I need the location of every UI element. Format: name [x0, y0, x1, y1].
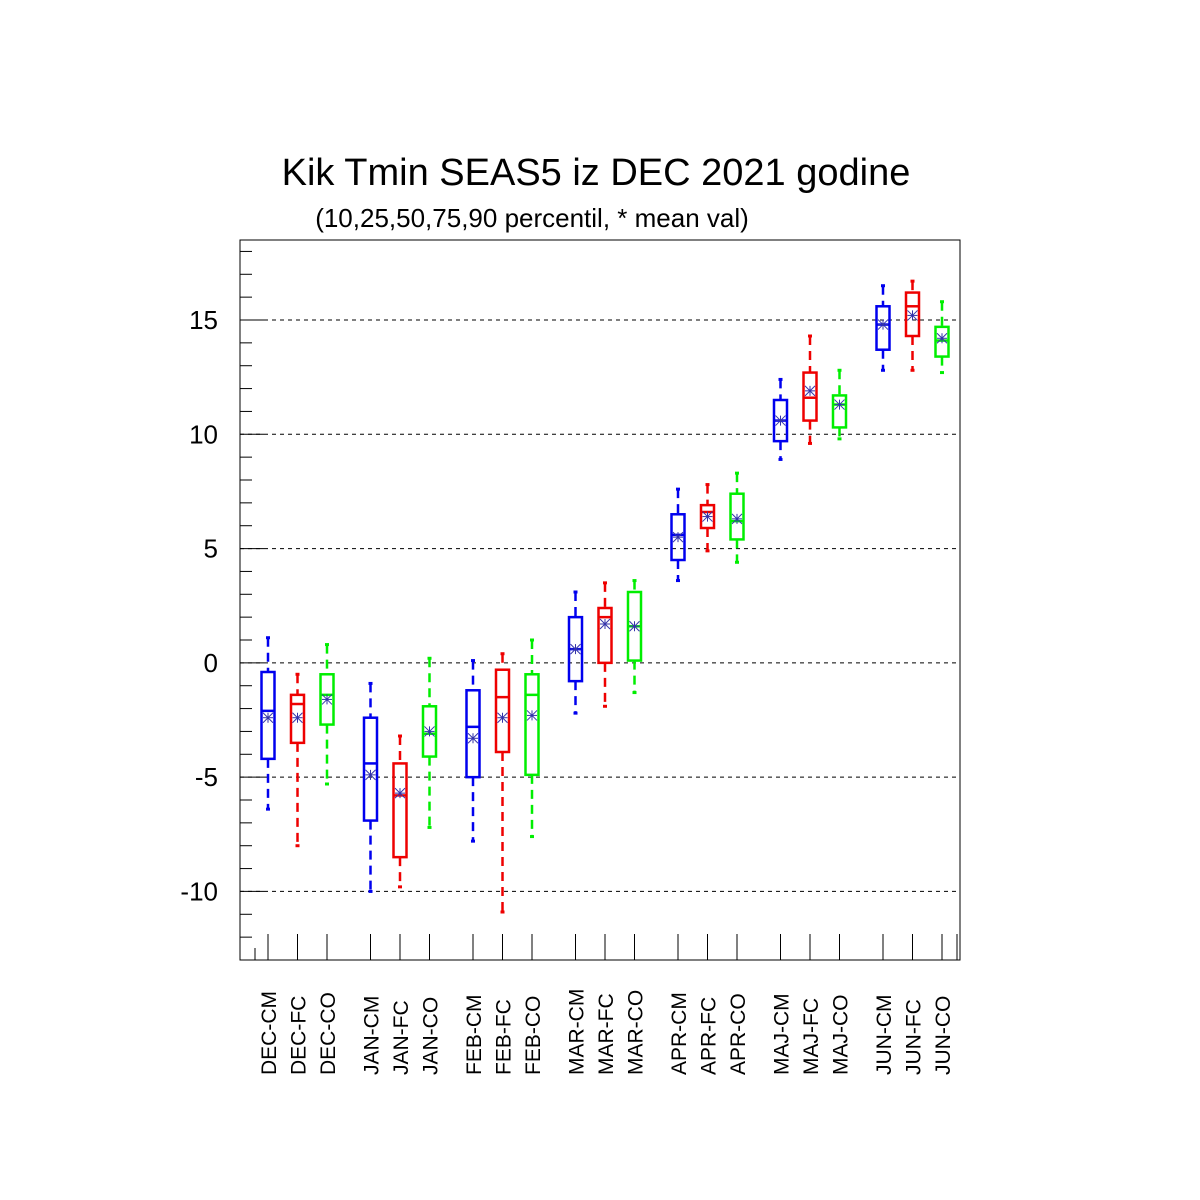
category-label: JUN-CO: [932, 996, 955, 1075]
category-label: MAR-FC: [595, 993, 618, 1075]
category-label: MAJ-CM: [771, 993, 794, 1075]
box-maj-co: [831, 368, 848, 441]
mean-marker: [804, 385, 816, 397]
box-jun-fc: [904, 279, 921, 372]
box-mar-cm: [567, 590, 584, 715]
box-mar-co: [626, 579, 643, 695]
mean-marker: [321, 694, 333, 705]
category-label: JUN-FC: [903, 999, 926, 1075]
chart-title: Kik Tmin SEAS5 iz DEC 2021 godine: [282, 152, 911, 194]
y-tick-label: -5: [195, 762, 218, 792]
box-iqr: [699, 503, 716, 530]
box-mar-fc: [597, 581, 613, 708]
category-label: FEB-FC: [493, 999, 516, 1075]
axes: 15 10 5 0 -5 -10: [180, 250, 958, 961]
mean-marker: [365, 769, 376, 781]
y-tick-label: -10: [180, 876, 218, 906]
mean-marker: [467, 732, 479, 744]
box-iqr: [729, 492, 745, 541]
box-iqr: [289, 693, 306, 745]
mean-marker: [775, 415, 786, 426]
category-label: APR-CO: [727, 993, 750, 1075]
mean-marker: [629, 620, 640, 632]
category-label: DEC-CM: [258, 991, 281, 1075]
box-jan-co: [421, 656, 438, 829]
box-feb-co: [524, 638, 540, 839]
box-jun-co: [934, 300, 950, 375]
box-jun-cm: [875, 284, 891, 372]
box-feb-fc: [494, 652, 511, 914]
mean-marker: [262, 712, 274, 724]
category-label: MAJ-CO: [830, 995, 853, 1076]
box-maj-cm: [772, 377, 789, 461]
box-iqr: [670, 513, 686, 562]
box-iqr: [392, 762, 408, 859]
category-label: MAR-CO: [625, 990, 648, 1075]
box-iqr: [319, 673, 335, 726]
box-feb-cm: [465, 659, 481, 843]
box-iqr: [875, 305, 891, 351]
y-tick-label: 5: [204, 534, 218, 564]
category-label: MAJ-FC: [800, 998, 823, 1075]
box-iqr: [904, 291, 921, 338]
box-jan-fc: [392, 734, 408, 889]
mean-marker: [907, 310, 918, 321]
box-dec-co: [319, 643, 335, 786]
mean-marker: [292, 712, 303, 724]
boxes: [260, 279, 950, 914]
mean-marker: [672, 531, 684, 543]
mean-marker: [731, 513, 743, 525]
category-label: APR-FC: [698, 997, 721, 1075]
mean-marker: [394, 787, 406, 799]
mean-marker: [497, 712, 508, 724]
box-iqr: [260, 670, 276, 761]
y-tick-label: 15: [189, 305, 218, 335]
box-iqr: [597, 606, 613, 665]
category-label: JUN-CM: [873, 995, 896, 1075]
box-iqr: [524, 673, 540, 777]
category-label: DEC-CO: [317, 992, 340, 1075]
category-label: JAN-CO: [420, 997, 443, 1075]
box-iqr: [465, 689, 481, 779]
plot-frame: [239, 239, 961, 961]
box-apr-fc: [699, 483, 716, 553]
mean-marker: [877, 319, 889, 330]
grid-lines: [240, 319, 960, 892]
box-iqr: [831, 394, 848, 429]
category-label: DEC-FC: [288, 996, 311, 1075]
box-iqr: [421, 705, 438, 758]
box-iqr: [494, 668, 511, 754]
box-dec-fc: [289, 672, 306, 848]
category-label: FEB-CO: [522, 996, 545, 1075]
mean-marker: [599, 618, 611, 630]
box-apr-cm: [670, 487, 686, 583]
mean-marker: [834, 399, 845, 410]
box-maj-fc: [802, 334, 818, 445]
mean-marker: [424, 726, 435, 737]
mean-marker: [570, 643, 581, 655]
category-labels: DEC-CM DEC-FC DEC-CO JAN-CM JAN-FC JAN-CO FEB-…: [258, 989, 955, 1075]
box-apr-co: [729, 471, 745, 564]
box-dec-cm: [260, 636, 276, 811]
category-label: JAN-FC: [390, 1000, 413, 1075]
mean-marker: [702, 511, 713, 522]
category-label: FEB-CM: [463, 995, 486, 1076]
y-tick-label: 0: [204, 648, 218, 678]
chart-subtitle: (10,25,50,75,90 percentil, * mean val): [315, 203, 749, 233]
mean-marker: [936, 332, 948, 344]
box-iqr: [362, 716, 379, 822]
box-jan-cm: [362, 681, 379, 893]
mean-marker: [526, 710, 538, 721]
category-label: APR-CM: [668, 992, 691, 1075]
category-label: MAR-CM: [566, 989, 589, 1075]
y-tick-label: 10: [189, 419, 218, 449]
category-label: JAN-CM: [361, 996, 384, 1075]
